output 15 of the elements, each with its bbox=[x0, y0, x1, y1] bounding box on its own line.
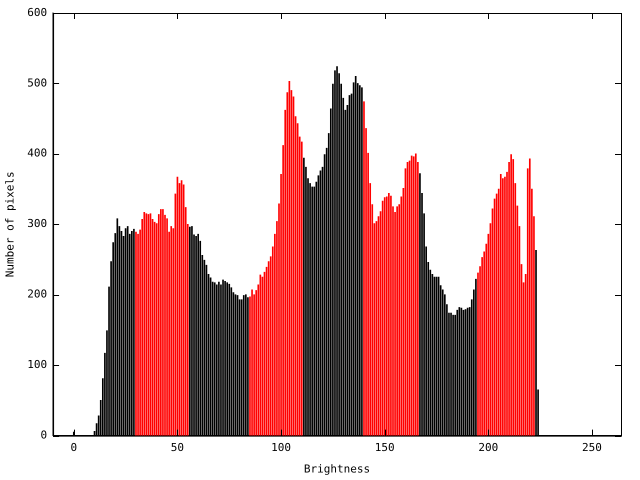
x-tick-label: 250 bbox=[582, 441, 602, 454]
y-tick-label: 300 bbox=[27, 217, 48, 230]
x-tick-label: 200 bbox=[478, 441, 498, 454]
y-tick-label: 500 bbox=[27, 76, 48, 90]
y-tick-label: 400 bbox=[27, 146, 48, 160]
y-tick-label: 600 bbox=[27, 6, 48, 19]
x-tick-label: 50 bbox=[170, 441, 184, 454]
x-tick-label: 150 bbox=[374, 441, 395, 454]
y-tick-label: 0 bbox=[40, 428, 48, 442]
y-tick-label: 100 bbox=[27, 358, 48, 372]
y-axis-title: Number of pixels bbox=[3, 171, 16, 278]
x-axis-title: Brightness bbox=[304, 462, 370, 476]
x-tick-label: 0 bbox=[70, 441, 78, 454]
x-tick-label: 100 bbox=[271, 441, 292, 454]
y-tick-label: 200 bbox=[27, 288, 48, 301]
